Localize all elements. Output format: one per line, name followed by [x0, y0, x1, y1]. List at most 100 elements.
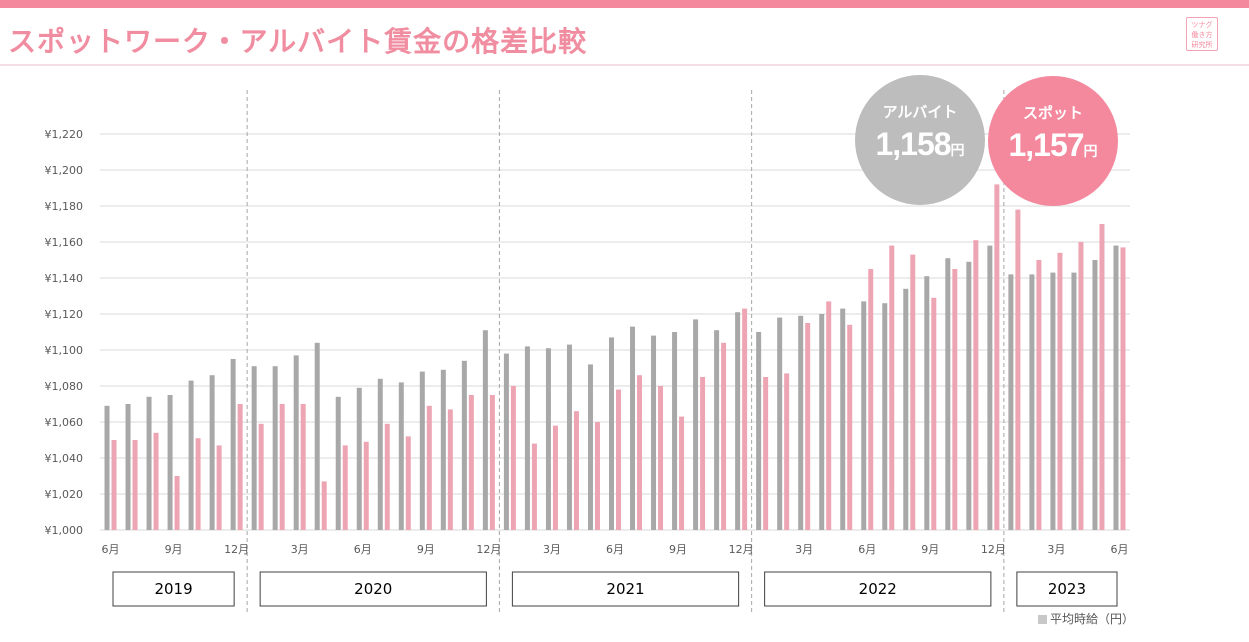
bar — [847, 324, 853, 530]
bar — [510, 386, 516, 530]
bar — [868, 269, 874, 530]
bar — [784, 373, 790, 530]
logo-line: ツナグ — [1191, 21, 1213, 29]
x-tick-label: 9月 — [669, 543, 687, 556]
bar — [363, 441, 369, 530]
x-tick-label: 9月 — [165, 543, 183, 556]
x-tick-label: 12月 — [981, 543, 1006, 556]
bar — [805, 323, 811, 530]
bar — [721, 342, 727, 530]
bar — [931, 297, 937, 530]
bar — [573, 411, 579, 530]
callout-label: アルバイト — [882, 103, 958, 121]
bar — [552, 425, 558, 530]
bar — [587, 364, 593, 530]
bar — [216, 445, 222, 530]
y-tick-label: ¥1,160 — [45, 236, 84, 249]
bar — [1078, 242, 1084, 530]
bar — [398, 382, 404, 530]
bar — [461, 360, 467, 530]
legend: 平均時給（円） — [1038, 610, 1134, 627]
bar — [658, 386, 664, 530]
bar — [209, 375, 215, 530]
bar — [489, 395, 495, 530]
bar — [174, 476, 180, 530]
bar — [1057, 252, 1063, 531]
legend-text: 平均時給（円） — [1050, 612, 1135, 626]
logo-line: 研究所 — [1191, 41, 1213, 49]
y-tick-label: ¥1,120 — [45, 308, 84, 321]
y-tick-label: ¥1,180 — [45, 200, 84, 213]
x-tick-label: 6月 — [1110, 543, 1128, 556]
bar — [132, 440, 138, 530]
year-box — [1016, 571, 1118, 607]
y-tick-label: ¥1,020 — [45, 488, 84, 501]
bar — [882, 303, 888, 530]
x-tick-label: 6月 — [354, 543, 372, 556]
callout-unit: 円 — [950, 143, 965, 159]
bar — [377, 378, 383, 530]
bar — [258, 423, 264, 530]
bar — [735, 312, 741, 530]
bar — [419, 371, 425, 530]
legend-swatch — [1038, 615, 1047, 624]
year-box — [259, 571, 487, 607]
bar — [756, 332, 762, 530]
y-tick-label: ¥1,220 — [45, 128, 84, 141]
bar — [1099, 224, 1105, 530]
bar — [524, 346, 530, 530]
bar — [356, 387, 362, 530]
bar — [230, 359, 236, 530]
bar — [973, 240, 979, 530]
page-title: スポットワーク・アルバイト賃金の格差比較 — [8, 25, 588, 58]
bar — [531, 443, 537, 530]
bar — [1008, 274, 1014, 530]
bar — [566, 344, 572, 530]
bar — [1036, 260, 1042, 530]
bar — [335, 396, 341, 530]
year-label: 2019 — [154, 580, 192, 598]
bar — [637, 375, 643, 530]
logo-line: 働き方 — [1191, 31, 1213, 39]
bar — [594, 422, 600, 530]
bar — [293, 355, 299, 530]
bar — [167, 395, 173, 530]
x-tick-label: 3月 — [543, 543, 561, 556]
bar — [889, 245, 895, 530]
bar — [405, 436, 411, 530]
bar — [468, 395, 474, 530]
bar — [1050, 272, 1056, 530]
bar — [714, 330, 720, 530]
bar — [146, 396, 152, 530]
y-tick-label: ¥1,040 — [45, 452, 84, 465]
x-tick-label: 3月 — [795, 543, 813, 556]
title-divider — [0, 64, 1249, 66]
bar — [384, 423, 390, 530]
bar — [426, 405, 432, 530]
bar — [482, 330, 488, 530]
bar — [840, 308, 846, 530]
bar — [630, 326, 636, 530]
bar — [924, 276, 930, 530]
bar — [1071, 272, 1077, 530]
bar — [447, 409, 453, 530]
bar — [966, 261, 972, 530]
callout-label: スポット — [1022, 104, 1083, 122]
bar — [342, 445, 348, 530]
y-tick-label: ¥1,140 — [45, 272, 84, 285]
bar — [314, 342, 320, 530]
bar — [910, 254, 916, 530]
x-tick-label: 9月 — [417, 543, 435, 556]
bar — [1113, 245, 1119, 530]
brand-logo: ツナグ 働き方 研究所 — [1186, 17, 1218, 51]
bar — [279, 404, 285, 530]
year-label: 2022 — [859, 580, 897, 598]
y-tick-label: ¥1,100 — [45, 344, 84, 357]
callout-value: 1,157 — [1008, 127, 1084, 163]
bar — [321, 481, 327, 530]
x-tick-label: 6月 — [858, 543, 876, 556]
x-tick-label: 6月 — [102, 543, 120, 556]
x-tick-label: 3月 — [1047, 543, 1065, 556]
spot-callout: スポット 1,157円 — [988, 76, 1118, 206]
